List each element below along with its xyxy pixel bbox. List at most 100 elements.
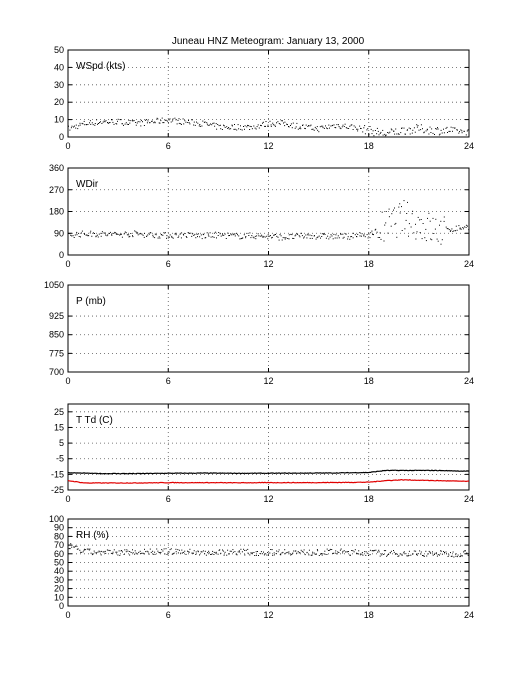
data-point	[276, 550, 278, 552]
data-point	[294, 127, 296, 129]
data-point	[354, 126, 356, 128]
data-point	[410, 226, 412, 228]
data-point	[364, 133, 366, 135]
data-point	[467, 129, 469, 131]
data-point	[379, 132, 381, 134]
data-point	[296, 552, 298, 554]
data-point	[317, 550, 319, 552]
data-point	[185, 121, 187, 123]
data-point	[425, 130, 427, 132]
data-point	[132, 236, 134, 238]
data-marks	[68, 200, 469, 245]
data-point	[204, 237, 206, 239]
data-point	[223, 124, 224, 126]
data-point	[237, 124, 239, 126]
data-point	[462, 227, 464, 228]
data-point	[447, 228, 449, 230]
data-point	[467, 225, 468, 227]
data-point	[190, 232, 192, 234]
data-point	[140, 233, 142, 235]
data-point	[338, 552, 340, 553]
data-point	[292, 122, 294, 124]
data-point	[452, 130, 453, 132]
data-point	[366, 234, 368, 236]
data-point	[373, 135, 375, 137]
data-point	[89, 120, 91, 122]
data-point	[372, 550, 374, 552]
data-point	[270, 235, 271, 237]
data-point	[427, 217, 428, 219]
data-point	[338, 237, 340, 239]
data-point	[265, 121, 267, 122]
panel-1: 0 6 12 18 24 0 90 180 270 360 WDir	[49, 163, 474, 269]
data-point	[289, 553, 291, 555]
y-tick-label: 700	[49, 367, 64, 377]
data-point	[188, 120, 189, 121]
data-point	[189, 232, 190, 234]
data-point	[337, 551, 339, 553]
data-point	[393, 209, 394, 211]
data-point	[144, 232, 145, 234]
data-point	[147, 234, 149, 236]
data-point	[454, 127, 456, 129]
data-point	[222, 550, 224, 552]
data-point	[171, 237, 173, 238]
data-point	[468, 229, 469, 231]
data-point	[191, 552, 193, 554]
data-point	[347, 551, 349, 552]
data-point	[332, 124, 334, 126]
data-point	[203, 121, 205, 123]
data-point	[390, 225, 392, 227]
data-point	[219, 124, 221, 126]
data-point	[416, 554, 418, 556]
data-point	[94, 123, 96, 124]
data-point	[204, 553, 206, 555]
data-point	[388, 132, 390, 134]
data-point	[448, 554, 450, 556]
data-point	[376, 133, 378, 135]
data-point	[96, 119, 98, 121]
data-point	[363, 234, 365, 236]
y-tick-label: 80	[54, 531, 64, 541]
data-point	[446, 126, 448, 128]
data-point	[401, 206, 402, 208]
data-point	[254, 235, 256, 237]
data-point	[246, 126, 248, 128]
data-point	[404, 133, 406, 135]
data-marks	[68, 469, 469, 484]
data-point	[381, 553, 383, 555]
data-point	[401, 230, 403, 231]
data-point	[426, 129, 428, 131]
data-point	[168, 236, 170, 238]
data-point	[202, 550, 204, 552]
data-point	[194, 124, 196, 126]
data-point	[178, 235, 180, 237]
data-point	[417, 125, 419, 127]
data-point	[164, 553, 166, 555]
data-point	[88, 235, 90, 237]
data-point	[367, 237, 369, 239]
data-point	[267, 552, 269, 553]
data-point	[70, 234, 72, 236]
data-point	[255, 238, 257, 240]
data-point	[130, 120, 132, 122]
data-point	[377, 130, 379, 132]
data-point	[322, 127, 324, 129]
data-point	[134, 553, 136, 555]
data-point	[264, 236, 266, 238]
data-point	[290, 123, 292, 125]
data-point	[81, 230, 83, 232]
data-point	[218, 232, 220, 233]
data-point	[280, 120, 282, 122]
data-point	[377, 237, 379, 238]
data-point	[183, 123, 185, 125]
data-point	[321, 236, 323, 237]
data-point	[261, 235, 263, 237]
data-point	[411, 213, 413, 215]
data-point	[241, 237, 243, 239]
data-point	[339, 549, 341, 551]
data-point	[295, 126, 297, 128]
data-point	[87, 124, 89, 125]
data-point	[403, 127, 405, 129]
data-point	[441, 553, 443, 555]
